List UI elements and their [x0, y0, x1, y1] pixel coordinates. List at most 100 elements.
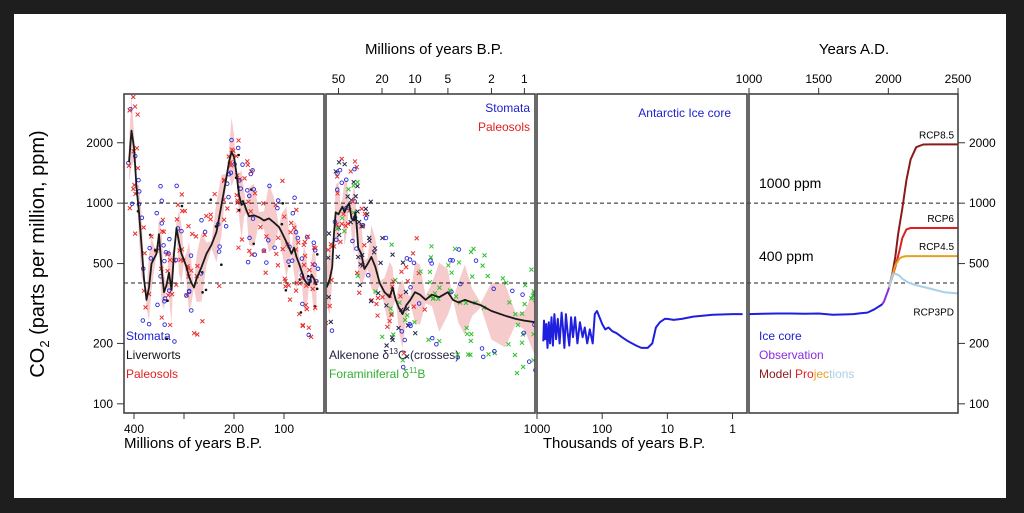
- marker-cross: [336, 159, 342, 165]
- marker-cross: [469, 331, 474, 337]
- marker-circle: [159, 198, 165, 204]
- marker-cross: [338, 239, 343, 245]
- marker-circle: [306, 332, 311, 338]
- marker-dot: [288, 264, 291, 268]
- marker-circle: [162, 296, 168, 301]
- marker-circle: [293, 229, 299, 235]
- marker-cross: [174, 217, 180, 222]
- marker-cross: [326, 255, 331, 261]
- marker-cross: [260, 201, 266, 206]
- marker-cross: [384, 343, 389, 348]
- marker-circle: [172, 339, 177, 344]
- marker-circle: [272, 245, 277, 250]
- panel-border-1: [123, 93, 325, 414]
- marker-cross: [252, 190, 258, 196]
- marker-circle: [186, 289, 192, 295]
- marker-cross: [212, 191, 218, 197]
- marker-cross: [189, 231, 195, 237]
- marker-cross: [368, 298, 374, 304]
- marker-cross: [135, 112, 141, 117]
- marker-circle: [261, 248, 267, 253]
- marker-circle: [252, 252, 258, 257]
- marker-dot: [306, 274, 310, 278]
- marker-cross: [200, 318, 205, 324]
- x-tick-label-panel2: 10: [408, 72, 422, 86]
- x-tick-label-panel2: 50: [332, 72, 346, 86]
- marker-cross: [374, 301, 379, 307]
- legend-ice-core: Ice core: [759, 329, 802, 343]
- marker-cross: [141, 225, 146, 230]
- marker-cross: [389, 312, 394, 318]
- marker-circle: [449, 289, 454, 295]
- x-tick-label-panel3: 1000: [524, 422, 551, 436]
- marker-cross: [188, 268, 194, 273]
- marker-cross: [503, 280, 509, 286]
- series-line-panel4-0: [748, 303, 884, 316]
- legend-stomata-panel1: Stomata: [126, 329, 171, 343]
- marker-circle: [199, 217, 204, 223]
- marker-dot: [241, 200, 245, 203]
- marker-cross: [372, 246, 378, 251]
- marker-cross: [132, 231, 138, 236]
- x-tick-label-panel3: 10: [661, 422, 675, 436]
- marker-cross: [464, 331, 470, 337]
- marker-cross: [414, 235, 420, 241]
- marker-cross: [485, 273, 491, 279]
- marker-cross: [249, 252, 254, 257]
- marker-cross: [359, 206, 365, 212]
- marker-circle: [339, 180, 345, 186]
- marker-dot: [166, 299, 169, 302]
- legend-observation: Observation: [759, 348, 824, 362]
- marker-cross: [468, 338, 474, 344]
- marker-cross: [281, 214, 287, 220]
- x-tick-label-panel1: 400: [124, 422, 144, 436]
- marker-circle: [136, 177, 141, 183]
- marker-circle: [363, 215, 369, 221]
- x-tick-label-panel2: 20: [375, 72, 389, 86]
- x-tick-label-panel3: 1: [729, 422, 736, 436]
- marker-circle: [491, 286, 496, 292]
- marker-cross: [142, 250, 147, 256]
- x-tick-label-panel4: 2000: [875, 72, 902, 86]
- marker-cross: [480, 263, 485, 268]
- marker-cross: [468, 352, 473, 358]
- marker-cross: [280, 246, 286, 252]
- marker-circle: [526, 359, 532, 364]
- marker-cross: [384, 324, 390, 330]
- marker-cross: [165, 292, 171, 298]
- legend-paleosols-panel1: Paleosols: [126, 367, 178, 381]
- y-tick-label-right: 1000: [969, 196, 996, 210]
- marker-circle: [400, 364, 406, 370]
- marker-cross: [236, 245, 241, 251]
- co2-chart: CO2 (parts per million, ppm) Millions of…: [27, 41, 996, 452]
- marker-circle: [473, 258, 479, 263]
- series-line-panel4-1: [881, 287, 890, 305]
- marker-cross: [378, 260, 383, 266]
- marker-cross: [367, 238, 372, 244]
- marker-circle: [159, 221, 165, 226]
- marker-cross: [427, 279, 433, 285]
- marker-cross: [178, 257, 183, 263]
- x-tick-label-panel4: 2500: [945, 72, 972, 86]
- marker-cross: [404, 354, 410, 359]
- marker-circle: [416, 301, 422, 306]
- marker-cross: [246, 248, 252, 254]
- marker-circle: [411, 260, 417, 266]
- marker-cross: [194, 332, 200, 337]
- marker-circle: [275, 198, 281, 203]
- marker-circle: [434, 341, 439, 347]
- marker-cross: [225, 206, 230, 211]
- bottom-axis-label-thousands: Thousands of years B.P.: [543, 435, 705, 452]
- marker-cross: [532, 297, 535, 303]
- panel-border-2: [325, 93, 536, 414]
- marker-circle: [492, 349, 497, 354]
- marker-cross: [282, 276, 288, 282]
- marker-cross: [342, 161, 348, 167]
- marker-cross: [353, 193, 359, 199]
- marker-circle: [154, 210, 159, 216]
- marker-circle: [456, 247, 462, 252]
- marker-cross: [126, 163, 132, 169]
- marker-cross: [427, 269, 433, 275]
- uncertainty-band-panel2: [326, 179, 535, 356]
- series-line-panel4-4: [888, 255, 958, 288]
